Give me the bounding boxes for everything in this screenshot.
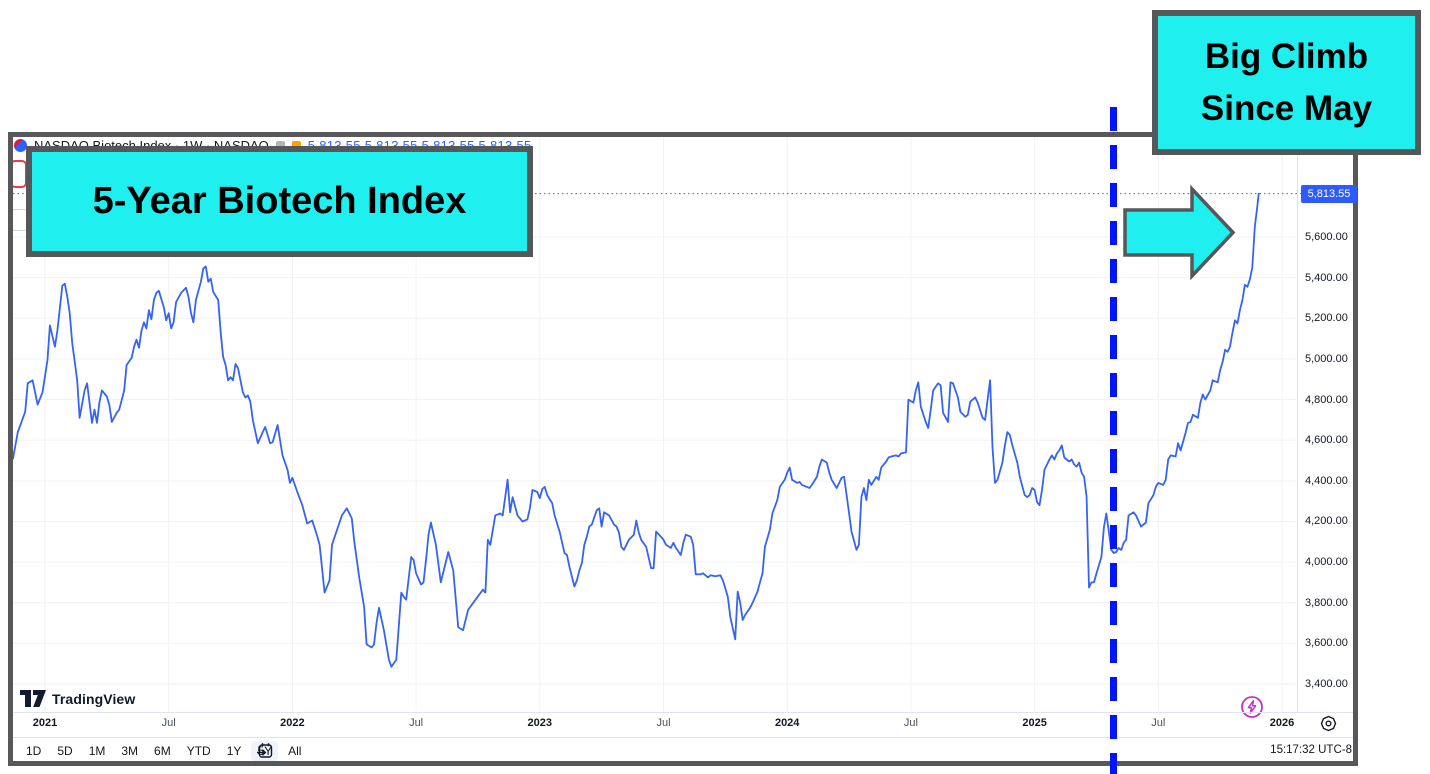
dashed-vertical-line-annotation[interactable]: [1110, 107, 1117, 774]
range-button-1Y[interactable]: 1Y: [226, 744, 242, 758]
price-tick-label: 3,800.00: [1305, 596, 1348, 609]
legend-settings-icon[interactable]: [291, 140, 301, 150]
price-line-series[interactable]: [12, 192, 1260, 668]
range-button-1M[interactable]: 1M: [88, 744, 106, 758]
range-button-YTD[interactable]: YTD: [186, 744, 211, 758]
price-tick-label: 5,000.00: [1305, 352, 1348, 365]
frame-top-border: [8, 132, 1358, 137]
session-clock[interactable]: 15:17:32 UTC-8: [1270, 744, 1352, 756]
range-button-5D[interactable]: 5D: [57, 744, 73, 758]
title-callout-box[interactable]: 5-Year Biotech Index: [26, 146, 533, 257]
price-tick-label: 4,800.00: [1305, 393, 1348, 406]
range-button-3M[interactable]: 3M: [121, 744, 139, 758]
price-tick-label: 4,600.00: [1305, 434, 1348, 447]
price-tick-label: 5,400.00: [1305, 271, 1348, 284]
frame-bottom-border: [8, 761, 1358, 766]
toolbar-separator: [13, 737, 1353, 738]
last-price-badge: 5,813.55: [1301, 184, 1357, 203]
price-tick-label: 5,200.00: [1305, 312, 1348, 325]
time-axis-separator: [13, 712, 1353, 713]
time-tick-year-label: 2025: [1022, 717, 1047, 729]
title-callout-text: 5-Year Biotech Index: [92, 180, 467, 222]
time-tick-year-label: 2024: [774, 717, 800, 729]
frame-left-border: [8, 132, 13, 766]
tradingview-logo-icon: [20, 690, 46, 707]
time-tick-month-label: Jul: [409, 717, 424, 729]
climb-callout-line2: Since May: [1200, 88, 1373, 128]
time-tick-year-label: 2022: [280, 717, 305, 729]
time-tick-year-label: 2023: [527, 717, 553, 729]
price-tick-label: 3,600.00: [1305, 637, 1348, 650]
price-tick-label: 4,400.00: [1305, 474, 1348, 487]
frame-right-border: [1353, 132, 1358, 766]
time-tick-year-label: 2026: [1269, 717, 1295, 729]
tradingview-logo[interactable]: TradingView: [20, 690, 135, 707]
price-tick-label: 4,000.00: [1305, 556, 1348, 569]
legend-eye-icon[interactable]: [275, 140, 285, 150]
lightning-icon[interactable]: [1240, 695, 1264, 719]
symbol-logo-icon: [14, 138, 27, 152]
price-axis-separator: [1297, 137, 1298, 712]
time-tick-month-label: Jul: [161, 717, 176, 729]
time-tick-month-label: Jul: [656, 717, 671, 729]
price-tick-label: 3,400.00: [1305, 678, 1348, 691]
timezone-settings-icon[interactable]: [1320, 715, 1337, 732]
go-to-date-icon[interactable]: [256, 742, 274, 760]
range-button-1D[interactable]: 1D: [26, 744, 42, 758]
price-tick-label: 4,200.00: [1305, 515, 1348, 528]
price-tick-label: 5,600.00: [1305, 231, 1348, 243]
arrow-annotation[interactable]: [1120, 184, 1240, 284]
time-tick-year-label: 2021: [32, 717, 58, 729]
climb-callout-line1: Big Climb: [1204, 36, 1369, 76]
time-tick-month-label: Jul: [903, 717, 918, 729]
range-button-6M[interactable]: 6M: [154, 744, 171, 758]
tradingview-wordmark: TradingView: [52, 690, 136, 707]
time-tick-month-label: Jul: [1151, 717, 1166, 729]
range-button-All[interactable]: All: [288, 744, 302, 758]
climb-callout-box[interactable]: Big Climb Since May: [1152, 10, 1421, 155]
